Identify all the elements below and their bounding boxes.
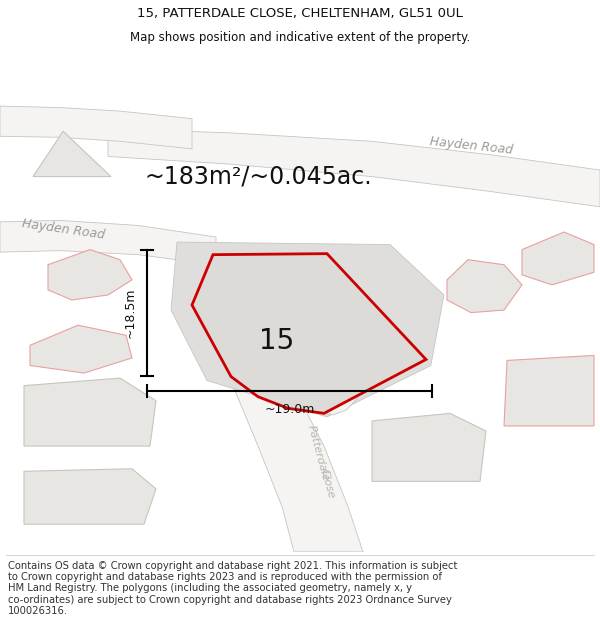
Text: ~19.0m: ~19.0m	[265, 403, 314, 416]
Polygon shape	[522, 232, 594, 285]
Polygon shape	[33, 131, 111, 177]
Text: Close: Close	[318, 468, 336, 500]
Polygon shape	[504, 356, 594, 426]
Polygon shape	[48, 249, 132, 300]
Polygon shape	[30, 325, 132, 373]
Text: 100026316.: 100026316.	[8, 606, 68, 616]
Text: Hayden Road: Hayden Road	[429, 136, 513, 158]
Polygon shape	[171, 242, 444, 417]
Polygon shape	[0, 106, 192, 149]
Text: HM Land Registry. The polygons (including the associated geometry, namely x, y: HM Land Registry. The polygons (includin…	[8, 583, 412, 593]
Text: Patterdale: Patterdale	[305, 424, 331, 483]
Text: Hayden Road: Hayden Road	[20, 217, 106, 242]
Polygon shape	[297, 366, 363, 415]
Polygon shape	[24, 469, 156, 524]
Polygon shape	[108, 129, 600, 207]
Polygon shape	[192, 254, 426, 413]
Text: to Crown copyright and database rights 2023 and is reproduced with the permissio: to Crown copyright and database rights 2…	[8, 572, 442, 582]
Polygon shape	[234, 388, 363, 552]
Polygon shape	[0, 221, 216, 265]
Text: Contains OS data © Crown copyright and database right 2021. This information is : Contains OS data © Crown copyright and d…	[8, 561, 457, 571]
Text: 15, PATTERDALE CLOSE, CHELTENHAM, GL51 0UL: 15, PATTERDALE CLOSE, CHELTENHAM, GL51 0…	[137, 7, 463, 20]
Polygon shape	[24, 378, 156, 446]
Text: 15: 15	[259, 327, 294, 355]
Text: co-ordinates) are subject to Crown copyright and database rights 2023 Ordnance S: co-ordinates) are subject to Crown copyr…	[8, 594, 452, 604]
Text: ~183m²/~0.045ac.: ~183m²/~0.045ac.	[144, 164, 372, 189]
Polygon shape	[372, 413, 486, 481]
Text: ~18.5m: ~18.5m	[124, 288, 137, 338]
Polygon shape	[447, 260, 522, 312]
Text: Map shows position and indicative extent of the property.: Map shows position and indicative extent…	[130, 31, 470, 44]
